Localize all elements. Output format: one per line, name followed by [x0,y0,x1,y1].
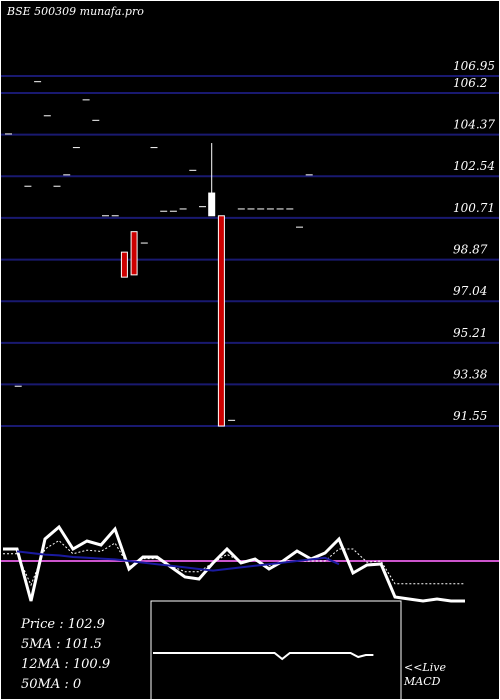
chart-title: BSE 500309 munafa.pro [7,5,144,18]
tick-label: 91.55 [453,409,487,423]
candle-body [217,215,225,427]
tick-label: 106.95 [453,59,495,73]
candle [130,231,138,276]
tick-label: 95.21 [453,326,487,340]
macd-panel [150,600,402,699]
rsi-signal-line [3,539,465,587]
candle-body [130,231,138,276]
macd-box [150,600,402,699]
tick-label: 106.2 [453,76,487,90]
ma5-stat: 5MA : 101.5 [21,637,102,652]
macd-line [153,652,374,661]
tick-label: 98.87 [453,243,488,257]
candle [120,251,128,278]
tick-label: 93.38 [453,367,488,381]
macd-label: MACD [404,675,441,688]
candle [217,215,225,427]
price-gridlines [1,75,499,427]
candle-body [120,251,128,278]
ma12-stat: 12MA : 100.9 [21,657,111,672]
ma50-stat: 50MA : 0 [21,677,82,692]
price-stat: Price : 102.9 [21,617,105,632]
price-tick-labels: 106.95 106.2 104.37 102.54 100.71 98.87 97.04 9… [453,59,495,423]
rsi-ma-line [16,550,340,572]
stats-panel: Price : 102.9 5MA : 101.5 12MA : 100.9 5… [21,615,110,695]
live-link[interactable]: <<Live [404,661,446,674]
tick-label: 100.71 [453,201,495,215]
tick-label: 104.37 [453,118,495,132]
tick-label: 97.04 [453,284,487,298]
macd-caption[interactable]: <<Live MACD [404,661,446,689]
candle [208,143,216,217]
candle-body [208,192,216,217]
rsi-panel [1,524,499,603]
tick-label: 102.54 [453,159,495,173]
rsi-line [3,524,465,603]
candlestick-series [5,81,313,427]
